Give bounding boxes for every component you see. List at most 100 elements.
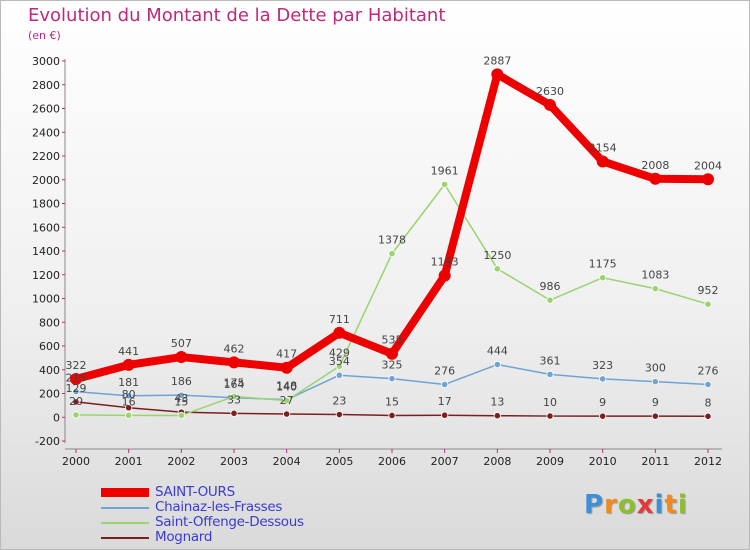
data-label-saint-ours: 441 (118, 345, 139, 358)
data-point-mognard (599, 412, 607, 420)
x-tick-label: 2006 (378, 455, 406, 468)
data-point-saint-offenge-dessous (125, 411, 133, 419)
data-label-saint-ours: 1193 (431, 256, 459, 269)
data-point-saint-offenge-dessous (441, 180, 449, 188)
data-label-mognard: 23 (332, 395, 346, 408)
data-point-saint-offenge-dessous (283, 397, 291, 405)
data-label-chainaz-les-frasses: 148 (276, 380, 297, 393)
data-point-mognard (651, 412, 659, 420)
legend-item-chainaz-les-frasses: Chainaz-les-Frasses (101, 500, 304, 515)
data-point-chainaz-les-frasses (72, 387, 80, 396)
data-label-chainaz-les-frasses: 325 (382, 359, 403, 372)
data-point-mognard (72, 398, 80, 406)
data-label-chainaz-les-frasses: 323 (592, 359, 613, 372)
y-tick-label: -200 (35, 435, 60, 448)
data-label-chainaz-les-frasses: 276 (434, 364, 455, 377)
data-label-saint-ours: 535 (382, 334, 403, 347)
legend-item-saint-offenge-dessous: Saint-Offenge-Dessous (101, 515, 304, 530)
data-point-saint-offenge-dessous (651, 285, 659, 293)
legend-swatch-saint-ours (101, 488, 149, 497)
data-label-saint-ours: 322 (66, 359, 87, 372)
data-label-chainaz-les-frasses: 186 (171, 375, 192, 388)
data-label-chainaz-les-frasses: 354 (329, 355, 350, 368)
data-label-mognard: 33 (227, 393, 241, 406)
y-tick-label: 2200 (32, 150, 60, 163)
data-point-mognard (388, 411, 396, 420)
data-point-chainaz-les-frasses (441, 380, 449, 389)
data-point-chainaz-les-frasses (704, 380, 712, 389)
data-point-saint-ours (280, 361, 293, 374)
x-tick-label: 2005 (325, 455, 353, 468)
y-tick-label: 3000 (32, 55, 60, 68)
x-tick-label: 2004 (273, 455, 301, 468)
y-tick-label: 1000 (32, 293, 60, 306)
logo-letter: t (664, 490, 678, 520)
data-point-chainaz-les-frasses (177, 391, 185, 399)
data-label-mognard: 129 (66, 382, 87, 395)
data-point-saint-ours (702, 173, 714, 186)
data-point-chainaz-les-frasses (651, 378, 659, 386)
y-tick-label: 400 (39, 364, 60, 377)
data-label-mognard: 8 (705, 396, 712, 409)
data-point-mognard (230, 409, 238, 417)
y-tick-label: 800 (39, 316, 60, 329)
y-tick-label: 1400 (32, 245, 60, 258)
data-label-saint-offenge-dessous: 16 (122, 395, 136, 408)
legend-swatch-chainaz-les-frasses (101, 506, 149, 509)
data-point-chainaz-les-frasses (546, 370, 554, 378)
legend-item-saint-ours: SAINT-OURS (101, 485, 304, 500)
x-tick-label: 2012 (694, 455, 722, 468)
data-label-saint-offenge-dessous: 140 (276, 381, 297, 394)
data-label-saint-ours: 462 (224, 342, 245, 355)
x-tick-label: 2007 (431, 455, 459, 468)
data-point-mognard (704, 412, 712, 420)
y-tick-label: 2400 (32, 126, 60, 139)
y-tick-label: 1800 (32, 198, 60, 211)
data-label-saint-offenge-dessous: 20 (69, 395, 83, 408)
x-tick-label: 2009 (536, 455, 564, 468)
data-label-mognard: 27 (280, 394, 294, 407)
data-label-saint-offenge-dessous: 429 (329, 346, 350, 359)
logo-letter: x (636, 490, 655, 520)
data-label-chainaz-les-frasses: 215 (66, 372, 87, 385)
data-point-saint-ours (386, 347, 398, 360)
data-label-saint-offenge-dessous: 15 (174, 395, 188, 408)
data-point-chainaz-les-frasses (335, 371, 343, 379)
data-point-saint-ours (438, 269, 451, 282)
data-point-saint-ours (70, 373, 82, 386)
data-label-mognard: 13 (490, 396, 504, 409)
data-point-saint-offenge-dessous (335, 362, 343, 370)
data-label-chainaz-les-frasses: 164 (224, 378, 245, 391)
y-tick-label: 200 (39, 388, 60, 401)
chart-title: Evolution du Montant de la Dette par Hab… (28, 5, 446, 26)
logo-letter: i (654, 490, 665, 520)
y-tick-label: 1200 (32, 269, 60, 282)
y-tick-label: 600 (39, 340, 60, 353)
data-label-saint-ours: 2004 (694, 159, 722, 172)
data-point-saint-offenge-dessous (704, 300, 712, 308)
x-tick-label: 2001 (115, 455, 143, 468)
data-point-saint-ours (649, 172, 662, 185)
y-tick-label: 1600 (32, 221, 60, 234)
x-tick-label: 2000 (62, 455, 90, 468)
data-label-mognard: 9 (599, 396, 606, 409)
data-label-mognard: 10 (543, 396, 557, 409)
data-point-saint-ours (596, 155, 609, 168)
data-label-saint-offenge-dessous: 1250 (483, 249, 511, 262)
data-label-mognard: 9 (652, 396, 659, 409)
data-point-saint-offenge-dessous (72, 411, 80, 419)
data-label-saint-offenge-dessous: 1961 (431, 164, 459, 177)
legend-label: Chainaz-les-Frasses (155, 499, 283, 515)
x-tick-label: 2011 (641, 455, 669, 468)
logo-letter: P (584, 490, 605, 520)
data-point-mognard (493, 412, 501, 420)
data-point-saint-ours (228, 356, 240, 369)
data-point-saint-ours (544, 98, 556, 111)
data-label-saint-offenge-dessous: 1083 (641, 269, 669, 282)
data-point-saint-offenge-dessous (546, 296, 554, 304)
x-tick-label: 2010 (589, 455, 617, 468)
data-point-saint-offenge-dessous (230, 392, 238, 401)
y-tick-label: 0 (53, 411, 60, 424)
